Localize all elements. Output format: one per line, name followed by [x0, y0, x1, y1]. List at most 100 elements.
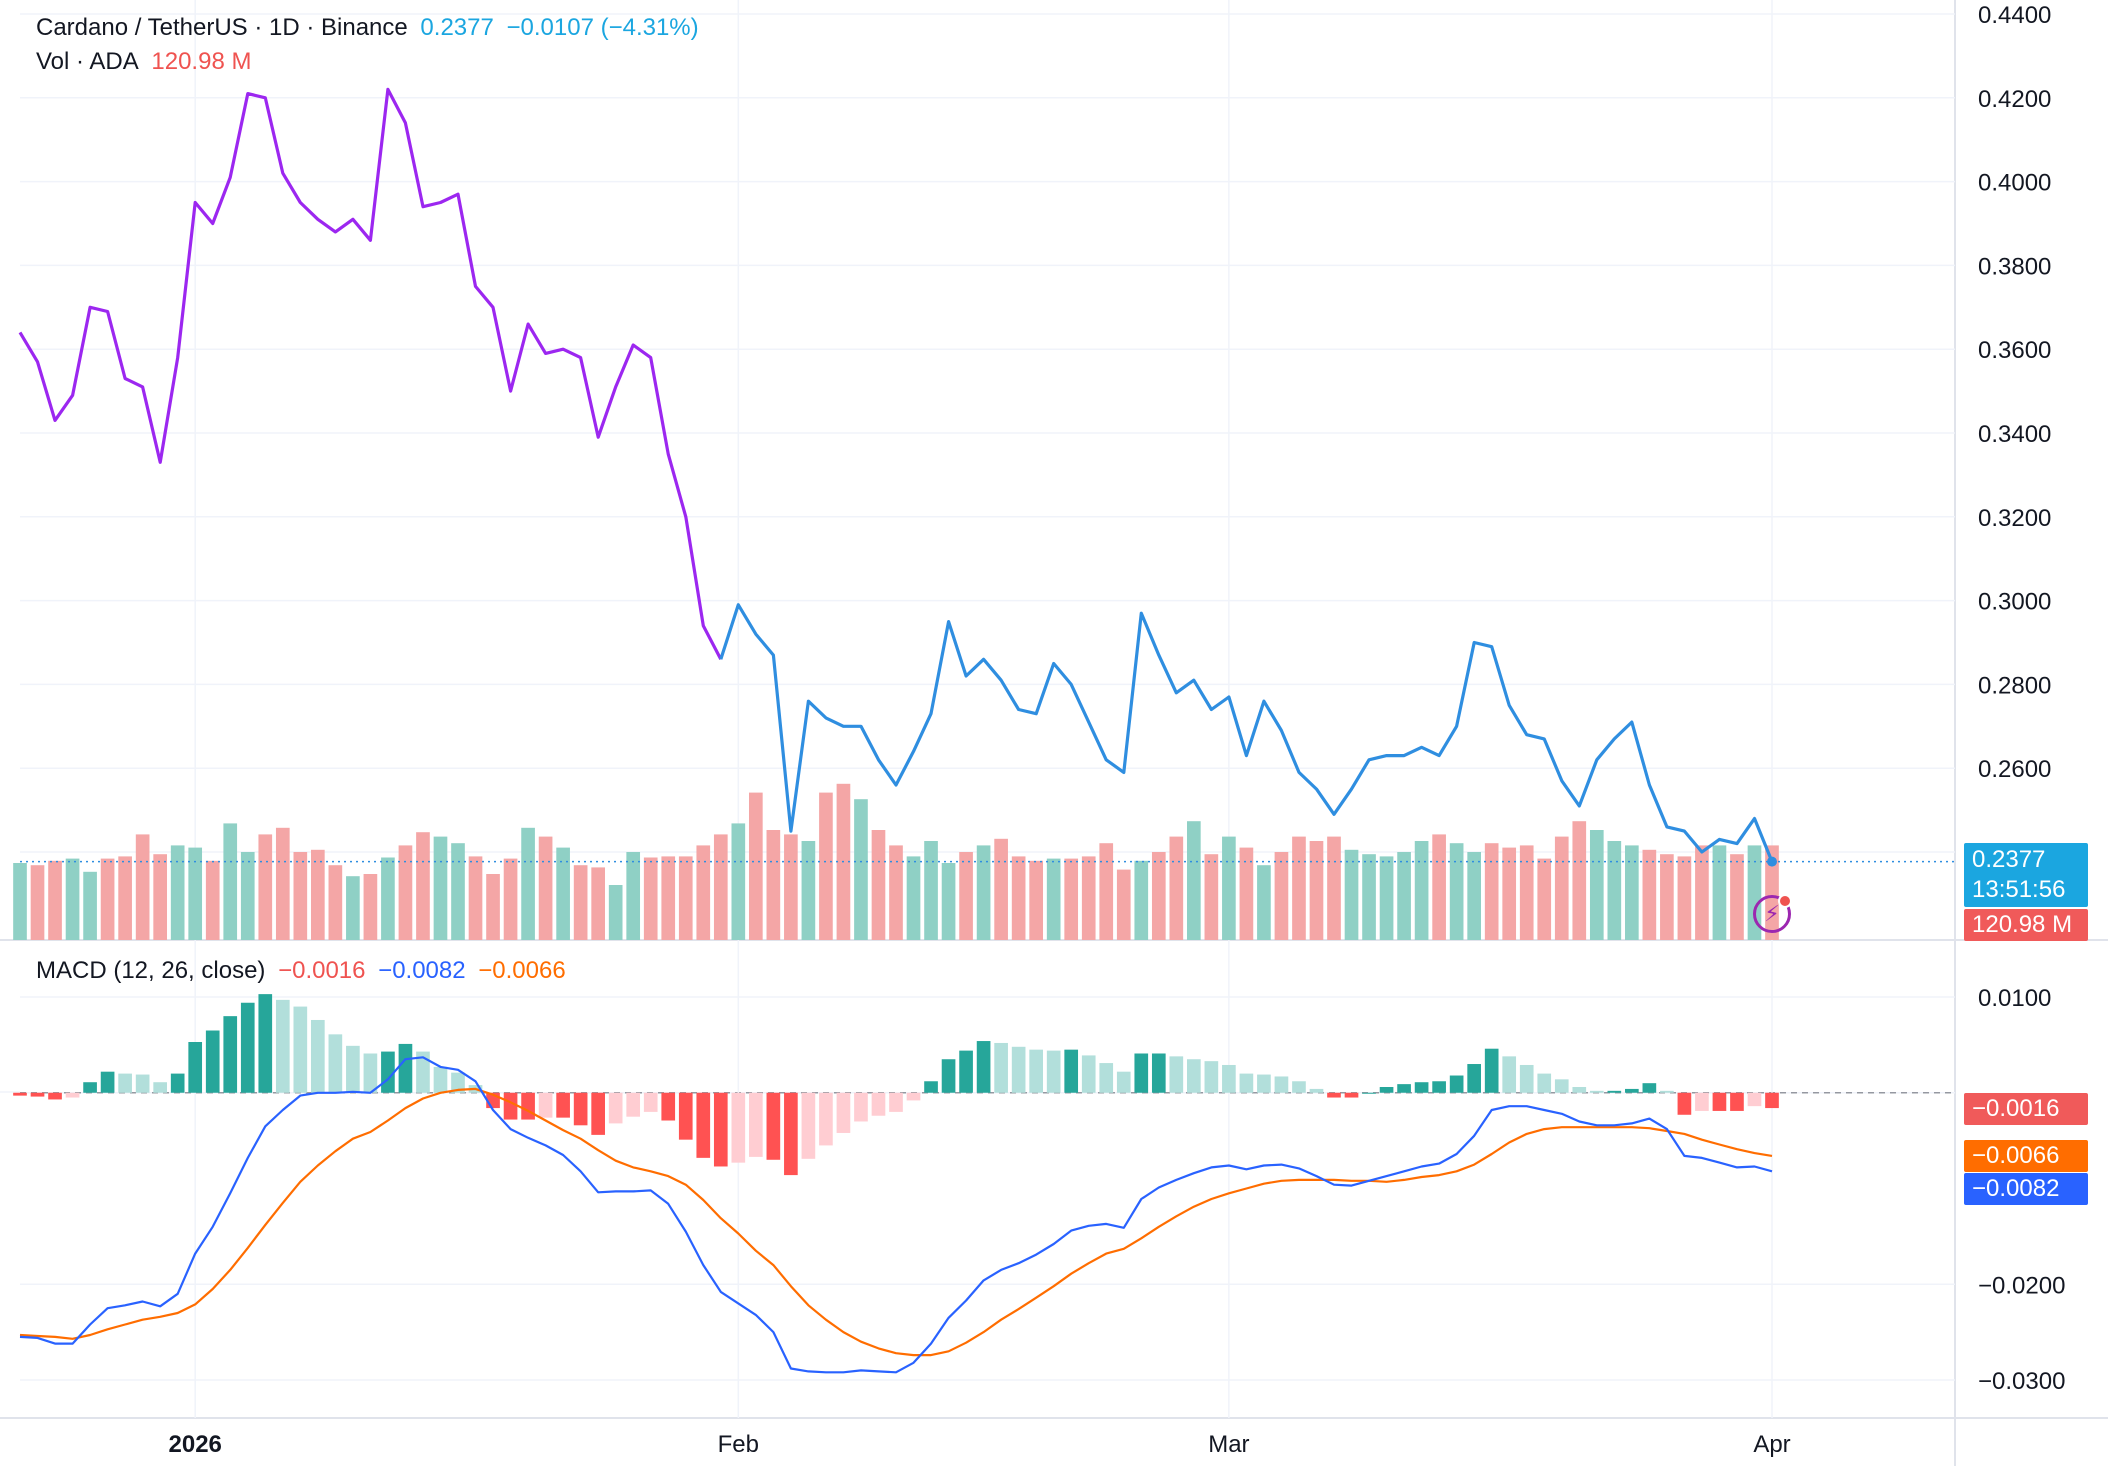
volume-bar — [1151, 852, 1166, 940]
volume-bar — [854, 799, 868, 940]
countdown-timer: 13:51:56 — [1972, 876, 2066, 903]
volume-bar — [468, 856, 483, 940]
macd-histogram-bar — [608, 1092, 623, 1124]
volume-bar — [1730, 854, 1744, 940]
volume-bar — [1187, 821, 1201, 940]
macd-histogram-bar — [1484, 1048, 1499, 1093]
macd-hist-badge: −0.0016 — [1964, 1093, 2088, 1125]
price-tick-label: 0.3600 — [1978, 337, 2051, 364]
volume-bar — [1589, 830, 1604, 940]
macd-histogram-bar — [1660, 1090, 1674, 1093]
volume-bar — [1011, 856, 1026, 940]
macd-histogram-bar — [240, 1002, 255, 1093]
time-axis-label: Feb — [718, 1431, 759, 1458]
volume-bar — [1116, 869, 1131, 940]
macd-histogram-bar — [521, 1092, 535, 1120]
volume-bar — [1134, 860, 1149, 940]
volume-bar — [328, 865, 343, 940]
volume-bar — [1029, 860, 1043, 940]
volume-bar — [819, 792, 833, 940]
volume-bar — [1554, 836, 1569, 940]
macd-histogram-bar — [30, 1092, 45, 1097]
macd-histogram-bar — [1064, 1049, 1079, 1093]
volume-bar — [258, 834, 273, 940]
macd-histogram-bar — [328, 1034, 343, 1093]
volume-bar — [713, 834, 728, 940]
volume-bar — [556, 847, 570, 940]
volume-bar — [1081, 856, 1096, 940]
volume-bar — [381, 857, 395, 940]
volume-bar — [1362, 854, 1376, 940]
macd-histogram-bar — [451, 1072, 465, 1093]
macd-histogram-bar — [1677, 1092, 1692, 1115]
volume-bar — [346, 876, 360, 940]
volume-bar — [626, 852, 641, 940]
macd-histogram-bar — [976, 1041, 991, 1093]
volume-bar — [1257, 865, 1271, 940]
volume-bar — [311, 849, 325, 940]
time-axis-label: 2026 — [169, 1431, 222, 1458]
macd-histogram-bar — [1344, 1092, 1359, 1098]
macd-histogram-bar — [538, 1092, 553, 1118]
volume-bar — [486, 874, 500, 940]
macd-histogram-bar — [311, 1019, 325, 1093]
macd-histogram-bar — [836, 1092, 851, 1133]
macd-histogram-bar — [906, 1092, 921, 1101]
macd-histogram-bar — [696, 1092, 711, 1158]
volume-bar — [871, 830, 886, 940]
macd-histogram-bar — [801, 1092, 816, 1159]
macd-histogram-bar — [1029, 1049, 1043, 1093]
volume-bar — [433, 836, 448, 940]
macd-histogram-bar — [1625, 1088, 1639, 1093]
macd-histogram-bar — [1467, 1064, 1481, 1093]
macd-histogram-bar — [941, 1059, 956, 1093]
volume-bar — [1274, 852, 1289, 940]
macd-histogram-bar — [258, 994, 273, 1093]
macd-histogram-bar — [749, 1092, 763, 1157]
macd-histogram-bar — [626, 1092, 641, 1117]
volume-bar — [398, 845, 413, 940]
macd-histogram-bar — [48, 1092, 62, 1100]
volume-bar — [643, 857, 658, 940]
price-tick-label: 0.3800 — [1978, 253, 2051, 280]
volume-bar — [1519, 845, 1534, 940]
macd-signal-badge: −0.0066 — [1964, 1140, 2088, 1172]
macd-histogram-bar — [1187, 1059, 1201, 1093]
macd-histogram-bar — [416, 1051, 430, 1093]
volume-bar — [363, 874, 378, 940]
volume-bar — [100, 858, 115, 940]
macd-label: MACD (12, 26, close) — [36, 957, 266, 984]
macd-histogram-bar — [678, 1092, 693, 1140]
macd-line-badge: −0.0082 — [1964, 1173, 2088, 1205]
macd-histogram-bar — [100, 1071, 115, 1093]
macd-histogram-bar — [1607, 1090, 1622, 1093]
macd-histogram-bar — [1116, 1071, 1131, 1093]
price-tick-label: 0.3400 — [1978, 421, 2051, 448]
volume-bar — [1642, 849, 1657, 940]
volume-bar — [30, 865, 45, 940]
macd-histogram-bar — [1222, 1064, 1236, 1093]
macd-histogram-bar — [994, 1042, 1008, 1093]
volume-bar — [188, 847, 203, 940]
macd-histogram-bar — [433, 1066, 448, 1093]
macd-histogram-bar — [643, 1092, 658, 1112]
macd-histogram-bar — [83, 1082, 97, 1093]
lightning-icon[interactable]: ⚡ — [1753, 894, 1792, 933]
volume-bar — [135, 834, 150, 940]
macd-histogram-bar — [959, 1050, 973, 1093]
macd-histogram-bar — [1046, 1050, 1061, 1093]
macd-hist-value: −0.0016 — [278, 957, 366, 984]
macd-histogram-bar — [1151, 1053, 1166, 1093]
volume-bar — [994, 838, 1008, 940]
volume-bar — [1344, 849, 1359, 940]
volume-bar — [906, 856, 921, 940]
volume-bar — [240, 852, 255, 940]
macd-histogram-bar — [1414, 1082, 1429, 1093]
volume-bar — [416, 832, 430, 940]
volume-bar — [1239, 847, 1254, 940]
macd-histogram-bar — [1572, 1087, 1587, 1093]
volume-bar — [65, 858, 80, 940]
macd-header: MACD (12, 26, close) −0.0016 −0.0082 −0.… — [36, 957, 572, 985]
volume-badge: 120.98 M — [1964, 909, 2088, 941]
